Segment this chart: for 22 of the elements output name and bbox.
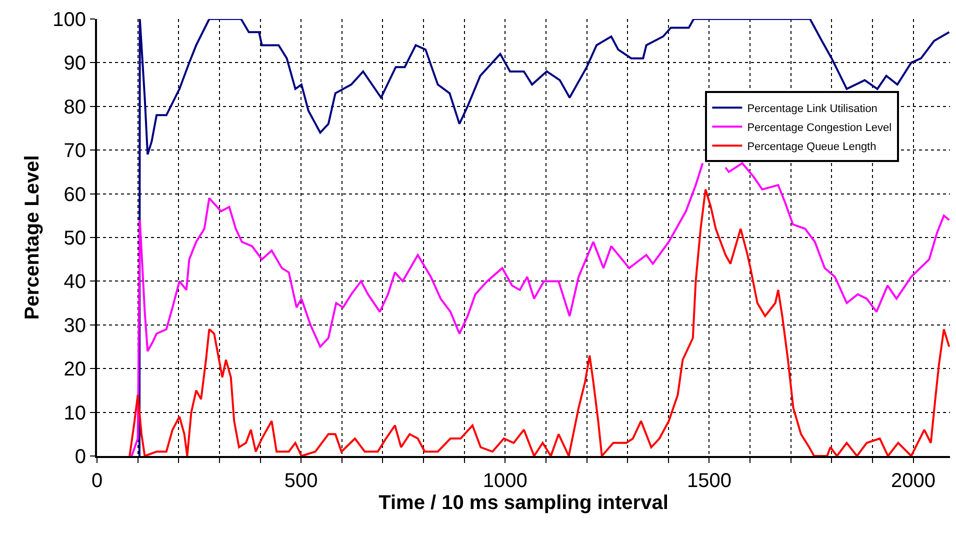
y-tick-label: 30	[64, 314, 86, 337]
y-tick-label: 40	[64, 271, 86, 294]
y-tick-label: 80	[64, 96, 86, 118]
legend-label: Percentage Queue Length	[747, 140, 876, 153]
legend-label: Percentage Congestion Level	[747, 122, 892, 134]
legend-label: Percentage Link Utilisation	[747, 102, 878, 115]
x-tick-label: 0	[91, 470, 103, 492]
y-tick-label: 70	[64, 140, 86, 162]
x-tick-label: 500	[284, 470, 318, 492]
y-axis-title: Percentage Level	[22, 155, 44, 320]
x-axis-title: Time / 10 ms sampling interval	[378, 492, 668, 514]
y-tick-label: 50	[64, 228, 86, 250]
y-tick-label: 90	[64, 52, 86, 75]
y-tick-label: 10	[64, 402, 86, 424]
y-tick-label: 100	[52, 9, 86, 31]
y-tick-label: 0	[74, 446, 86, 468]
x-tick-label: 1500	[686, 470, 732, 492]
y-tick-label: 60	[64, 184, 86, 206]
line-series	[138, 19, 950, 456]
x-tick-label: 1000	[482, 470, 528, 492]
y-tick-label: 20	[64, 358, 86, 381]
x-tick-label: 2000	[891, 470, 936, 492]
